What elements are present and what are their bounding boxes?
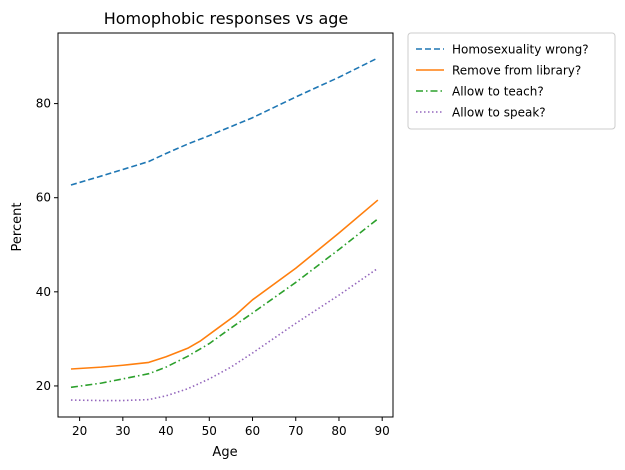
- legend-box: [407, 32, 616, 130]
- series-line-1: [70, 57, 379, 186]
- axes-frame: [57, 32, 394, 418]
- y-axis-ticks: 20 40 60 80: [36, 97, 58, 393]
- x-axis-ticks: 20 30 40 50 60 70 80 90: [72, 417, 390, 438]
- legend-label-4: Allow to speak?: [452, 106, 546, 120]
- x-tick-label: 40: [158, 424, 173, 438]
- y-tick-label: 20: [36, 379, 51, 393]
- series-line-4: [70, 267, 379, 402]
- x-tick-label: 70: [288, 424, 303, 438]
- y-tick-label: 80: [36, 97, 51, 111]
- legend-label-2: Remove from library?: [452, 64, 581, 78]
- y-tick-label: 60: [36, 191, 51, 205]
- series-line-2: [70, 199, 379, 370]
- x-tick-label: 60: [245, 424, 260, 438]
- x-tick-label: 80: [331, 424, 346, 438]
- legend-label-3: Allow to teach?: [452, 85, 544, 99]
- y-tick-label: 40: [36, 285, 51, 299]
- x-tick-label: 20: [72, 424, 87, 438]
- series-line-3: [70, 218, 379, 389]
- chart-title: Homophobic responses vs age: [104, 9, 349, 28]
- legend-label-1: Homosexuality wrong?: [452, 43, 589, 57]
- x-tick-label: 90: [375, 424, 390, 438]
- series-layer: [70, 57, 379, 402]
- x-tick-label: 30: [115, 424, 130, 438]
- x-tick-label: 50: [202, 424, 217, 438]
- x-axis-label: Age: [212, 445, 237, 460]
- legend: Homosexuality wrong? Remove from library?…: [407, 32, 616, 130]
- y-axis-label: Percent: [10, 203, 25, 252]
- plot-area: 20 30 40 50 60 70 80 90 20 40 60 80: [36, 32, 394, 438]
